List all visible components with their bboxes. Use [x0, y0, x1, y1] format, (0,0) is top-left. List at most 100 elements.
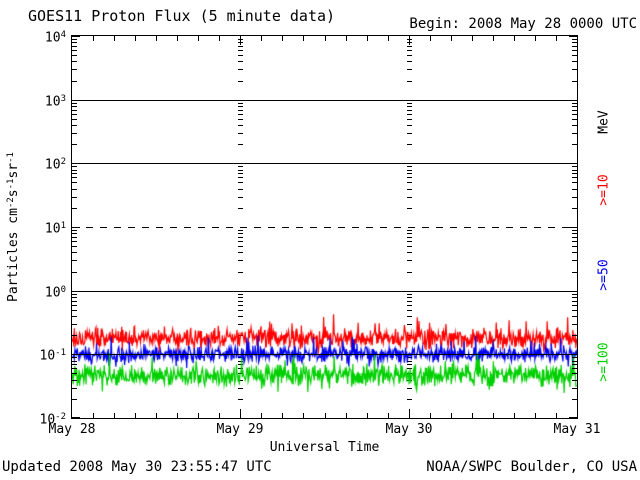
- x-major-tick: [240, 36, 241, 45]
- y-minor-tick: [72, 61, 77, 62]
- y-tick-label: 101: [12, 218, 66, 236]
- y-minor-tick: [572, 368, 577, 369]
- y-minor-tick: [572, 399, 577, 400]
- chart-title: GOES11 Proton Flux (5 minute data): [28, 7, 336, 25]
- y-major-tick: [72, 227, 80, 228]
- y-minor-tick: [572, 42, 577, 43]
- y-minor-tick: [572, 301, 577, 302]
- y-minor-tick: [72, 364, 77, 365]
- x-minor-tick: [346, 36, 347, 41]
- y-minor-tick: [72, 42, 77, 43]
- horizontal-gridlines: [72, 36, 577, 418]
- x-minor-tick: [261, 36, 262, 41]
- y-tick-label: 100: [12, 282, 66, 300]
- axis-ticks: [72, 36, 577, 418]
- y-minor-tick: [72, 316, 77, 317]
- y-minor-tick: [72, 388, 77, 389]
- y-minor-tick: [572, 125, 577, 126]
- y-minor-tick: [72, 237, 77, 238]
- decade-gridline: [72, 291, 577, 292]
- y-minor-tick: [572, 272, 577, 273]
- y-minor-tick: [72, 272, 77, 273]
- x-minor-tick: [303, 36, 304, 41]
- y-minor-tick: [572, 133, 577, 134]
- source-attribution: NOAA/SWPC Boulder, CO USA: [426, 459, 637, 475]
- x-minor-tick: [493, 36, 494, 41]
- x-minor-tick: [261, 413, 262, 418]
- x-tick-label: May 30: [385, 422, 433, 437]
- y-minor-tick: [72, 197, 77, 198]
- x-minor-tick: [430, 36, 431, 41]
- y-minor-tick: [72, 368, 77, 369]
- y-minor-tick: [72, 208, 77, 209]
- x-minor-tick: [388, 413, 389, 418]
- y-tick-exponent: 2: [60, 157, 66, 167]
- y-minor-tick: [72, 301, 77, 302]
- y-major-tick: [72, 100, 80, 101]
- y-minor-tick: [72, 69, 77, 70]
- y-minor-tick: [72, 310, 77, 311]
- y-minor-tick: [72, 357, 77, 358]
- y-major-tick: [569, 354, 577, 355]
- decade-gridline: [72, 100, 577, 101]
- x-minor-tick: [556, 36, 557, 41]
- y-minor-tick: [572, 305, 577, 306]
- y-tick-label: 102: [12, 154, 66, 172]
- y-major-tick: [569, 291, 577, 292]
- y-axis-title-exponent: -1: [5, 178, 16, 190]
- x-minor-tick: [198, 413, 199, 418]
- energy-channel-label: >=10: [596, 174, 612, 206]
- y-minor-tick: [572, 246, 577, 247]
- y-minor-tick: [72, 119, 77, 120]
- y-minor-tick: [572, 50, 577, 51]
- y-minor-tick: [572, 182, 577, 183]
- y-tick-exponent: -2: [55, 412, 66, 422]
- x-minor-tick: [430, 413, 431, 418]
- x-minor-tick: [367, 413, 368, 418]
- y-tick-exponent: -1: [55, 348, 66, 358]
- y-minor-tick: [572, 46, 577, 47]
- y-minor-tick: [72, 39, 77, 40]
- y-minor-tick: [72, 335, 77, 336]
- y-major-tick: [569, 36, 577, 37]
- x-minor-tick: [93, 413, 94, 418]
- y-minor-tick: [572, 55, 577, 56]
- y-minor-tick: [572, 103, 577, 104]
- y-minor-tick: [572, 297, 577, 298]
- y-tick-base: 10: [44, 94, 61, 110]
- x-minor-tick: [535, 413, 536, 418]
- y-major-tick: [569, 227, 577, 228]
- decade-gridline: [72, 163, 577, 164]
- y-major-tick: [569, 417, 577, 418]
- x-major-tick: [240, 409, 241, 418]
- x-minor-tick: [325, 413, 326, 418]
- y-minor-tick: [72, 103, 77, 104]
- x-minor-tick: [535, 36, 536, 41]
- y-tick-label: 104: [12, 27, 66, 45]
- y-minor-tick: [72, 252, 77, 253]
- x-minor-tick: [346, 413, 347, 418]
- y-minor-tick: [572, 39, 577, 40]
- y-minor-tick: [72, 361, 77, 362]
- y-minor-tick: [572, 197, 577, 198]
- x-minor-tick: [388, 36, 389, 41]
- y-minor-tick: [72, 50, 77, 51]
- y-minor-tick: [72, 241, 77, 242]
- x-tick-label: May 29: [216, 422, 264, 437]
- y-minor-tick: [572, 114, 577, 115]
- y-minor-tick: [572, 233, 577, 234]
- y-minor-tick: [572, 230, 577, 231]
- y-minor-tick: [572, 364, 577, 365]
- y-minor-tick: [72, 294, 77, 295]
- y-minor-tick: [72, 133, 77, 134]
- y-minor-tick: [72, 246, 77, 247]
- x-axis-title: Universal Time: [269, 440, 380, 455]
- x-tick-label: May 28: [48, 422, 96, 437]
- y-major-tick: [72, 291, 80, 292]
- x-minor-tick: [135, 36, 136, 41]
- y-minor-tick: [572, 170, 577, 171]
- x-minor-tick: [556, 413, 557, 418]
- x-minor-tick: [156, 36, 157, 41]
- y-minor-tick: [572, 177, 577, 178]
- y-minor-tick: [72, 173, 77, 174]
